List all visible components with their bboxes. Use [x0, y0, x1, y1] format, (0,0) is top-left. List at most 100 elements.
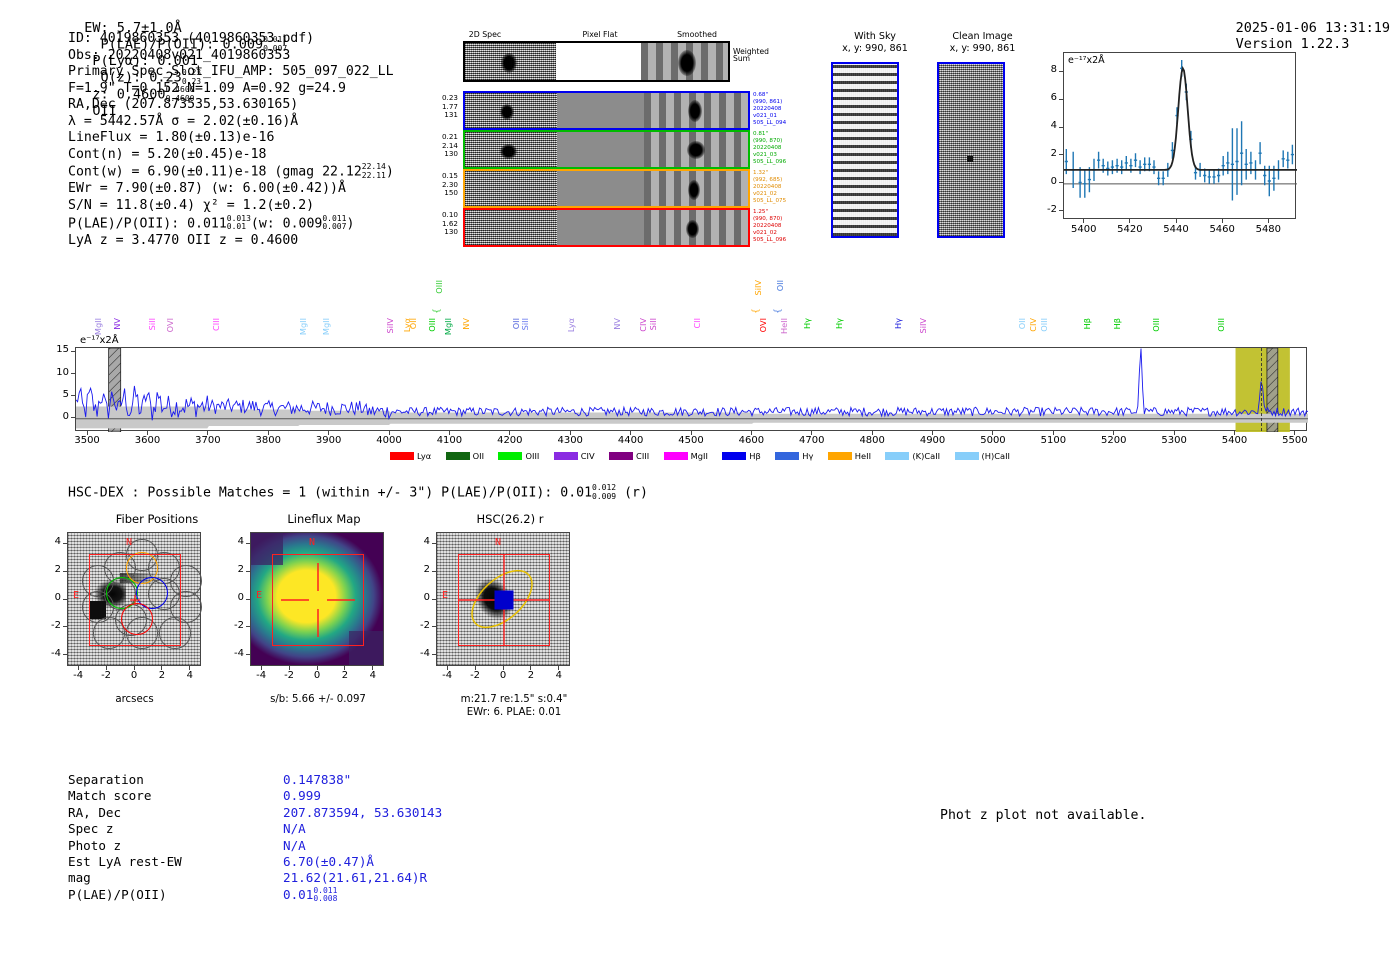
line-marker-oiii-34: OIII — [1151, 318, 1162, 332]
row2-right-labels: 0.81" (990, 870) 20220408 v021_03 505_LL_096 — [753, 131, 787, 165]
zoom-ytick — [1059, 70, 1063, 72]
header-summary: EW: 5.7±1.0Å P(LAE)/P(OII): 0.0090.011 0.… — [68, 4, 287, 119]
zoom-ytick-label: 6 — [1050, 92, 1057, 104]
main-xtick-label: 3600 — [134, 435, 161, 446]
lineflux-east-label: E — [256, 590, 263, 601]
main-xtick-label: 3800 — [255, 435, 281, 446]
match-table-value: N/A — [283, 821, 306, 837]
hsc-r-image: N E — [436, 532, 570, 666]
hsc-fov-box — [458, 554, 550, 646]
fiber-ytick-label: -4 — [51, 647, 61, 659]
row4-right-labels: 1.25" (990, 870) 20220408 v021_02 505_LL_096 — [753, 209, 787, 243]
hsc-ytick-label: 4 — [423, 536, 430, 548]
hsc-ytick — [432, 626, 436, 628]
lineflux-xtick-label: 4 — [369, 670, 377, 681]
info-plae-errors: 0.013 0.01 — [226, 213, 251, 232]
main-xtick — [1173, 431, 1175, 435]
info-cont-w: Cont(w) = 6.90(±0.11)e-18 (gmag 22.1222.… — [68, 163, 394, 181]
main-xtick-label: 4800 — [859, 435, 885, 446]
legend-label: CIV — [580, 451, 595, 461]
fiber-ytick-label: 4 — [54, 536, 61, 548]
row3-2dspec-image — [465, 171, 557, 206]
hsc-xtick — [474, 666, 476, 670]
info-cont-w-text: Cont(w) = 6.90(±0.11)e-18 (gmag 22.12 — [68, 164, 362, 180]
row4-pixelflat-image — [557, 210, 644, 245]
fiber-xtick — [105, 666, 107, 670]
fiber-north-label: N — [126, 537, 133, 548]
line-marker-siii-2: SiII — [147, 318, 158, 331]
main-xtick-label: 4900 — [919, 435, 946, 446]
lineflux-xtick — [372, 666, 374, 670]
main-xtick — [267, 431, 269, 435]
qz-errors: 0.23 0.23 — [181, 68, 202, 86]
line-marker-mgii-6: MgII — [321, 318, 332, 336]
row1-pixelflat-image — [557, 93, 644, 128]
line-marker-ovi-3: OVI — [164, 318, 175, 333]
main-xtick — [690, 431, 692, 435]
hsc-xtick-label: -4 — [442, 670, 453, 681]
legend-label: OII — [472, 451, 485, 461]
legend-label: Lyα — [417, 451, 432, 461]
main-xtick — [992, 431, 994, 435]
match-table-value: 0.01 — [283, 886, 314, 902]
match-table-row: RA, Dec 207.873594, 53.630143 — [68, 805, 442, 821]
legend-label: (K)CaII — [912, 451, 941, 461]
weighted-sum-row — [463, 41, 730, 82]
legend-label: HeII — [854, 451, 872, 461]
zoom-xtick — [1267, 219, 1269, 223]
line-marker-siiv-28: SiIV — [917, 318, 928, 334]
hsc-r-caption: m:21.7 re:1.5" s:0.4" EWr: 6. PLAE: 0.01 — [424, 694, 604, 719]
legend-swatch — [663, 452, 688, 460]
line-marker-brace: { — [774, 308, 785, 314]
hsc-xtick-label: 0 — [499, 670, 507, 681]
z-species: OII — [84, 103, 117, 119]
main-xtick-label: 4200 — [497, 435, 523, 446]
hscdex-header-text: HSC-DEX : Possible Matches = 1 (within +… — [68, 485, 593, 501]
fiber-east-label: E — [73, 590, 80, 601]
legend-swatch — [722, 452, 747, 460]
source-info-block: ID: 4019860353 (4019860353.pdf) Obs: 202… — [68, 31, 394, 249]
row4-smoothed-image — [644, 210, 748, 245]
lineflux-ytick-label: 4 — [237, 536, 244, 548]
line-marker-nv-1: NV — [111, 318, 122, 330]
lineflux-xtick-label: -2 — [284, 670, 295, 681]
lineflux-ytick-label: -2 — [234, 619, 244, 631]
lineflux-ytick-label: 2 — [237, 564, 244, 576]
hsc-east-label: E — [442, 590, 449, 601]
main-ytick — [71, 395, 75, 397]
match-table-key: Separation — [68, 772, 144, 787]
fiber-positions-xlabel: arcsecs — [115, 694, 154, 705]
legend-label: (H)CaII — [981, 451, 1010, 461]
ws-2dspec-image — [465, 43, 556, 80]
main-xtick-label: 5200 — [1101, 435, 1127, 446]
line-marker-oii-29: OII — [1016, 318, 1027, 330]
ew-label: EW: — [84, 20, 117, 36]
main-xtick-label: 4400 — [617, 435, 644, 446]
fiber-ytick-label: 0 — [54, 592, 61, 603]
zoom-xtick — [1129, 219, 1131, 223]
ws-pixelflat-image — [555, 43, 642, 80]
spec-row-1 — [463, 91, 750, 130]
info-plae-w: (w: 0.009 — [250, 216, 323, 232]
fiber-xtick — [77, 666, 79, 670]
zoom-xtick — [1221, 219, 1223, 223]
zoom-ytick-label: 0 — [1050, 175, 1057, 187]
fiber-xtick — [189, 666, 191, 670]
match-table-row: Match score 0.999 — [68, 788, 442, 804]
main-ytick — [71, 373, 75, 375]
spectral-line-labels: MgII{NV{SiII{OVI{CIII{MgII{MgII{SiIV{OII… — [0, 275, 1400, 352]
line-marker-mgii-0: MgII — [92, 318, 103, 336]
zoom-ytick-label: 2 — [1050, 147, 1057, 159]
hsc-ytick-label: 2 — [423, 564, 430, 576]
line-marker-oiii-12: OIII — [434, 280, 445, 294]
main-xtick-label: 4700 — [799, 435, 825, 446]
legend-item-mgii: MgII — [663, 451, 708, 461]
match-table-key: Photo z — [68, 837, 122, 853]
match-table: Separation 0.147838" Match score 0.999 RA, D… — [68, 772, 442, 904]
match-table-value: 6.70(±0.47)Å — [283, 854, 374, 870]
match-table-row: Separation 0.147838" — [68, 772, 442, 788]
hsc-xtick-label: 2 — [527, 670, 535, 681]
main-xtick-label: 3900 — [315, 435, 342, 446]
legend-item-oiii: OIII — [498, 451, 539, 461]
info-gmag-errors: 22.14 22.11 — [361, 162, 386, 180]
